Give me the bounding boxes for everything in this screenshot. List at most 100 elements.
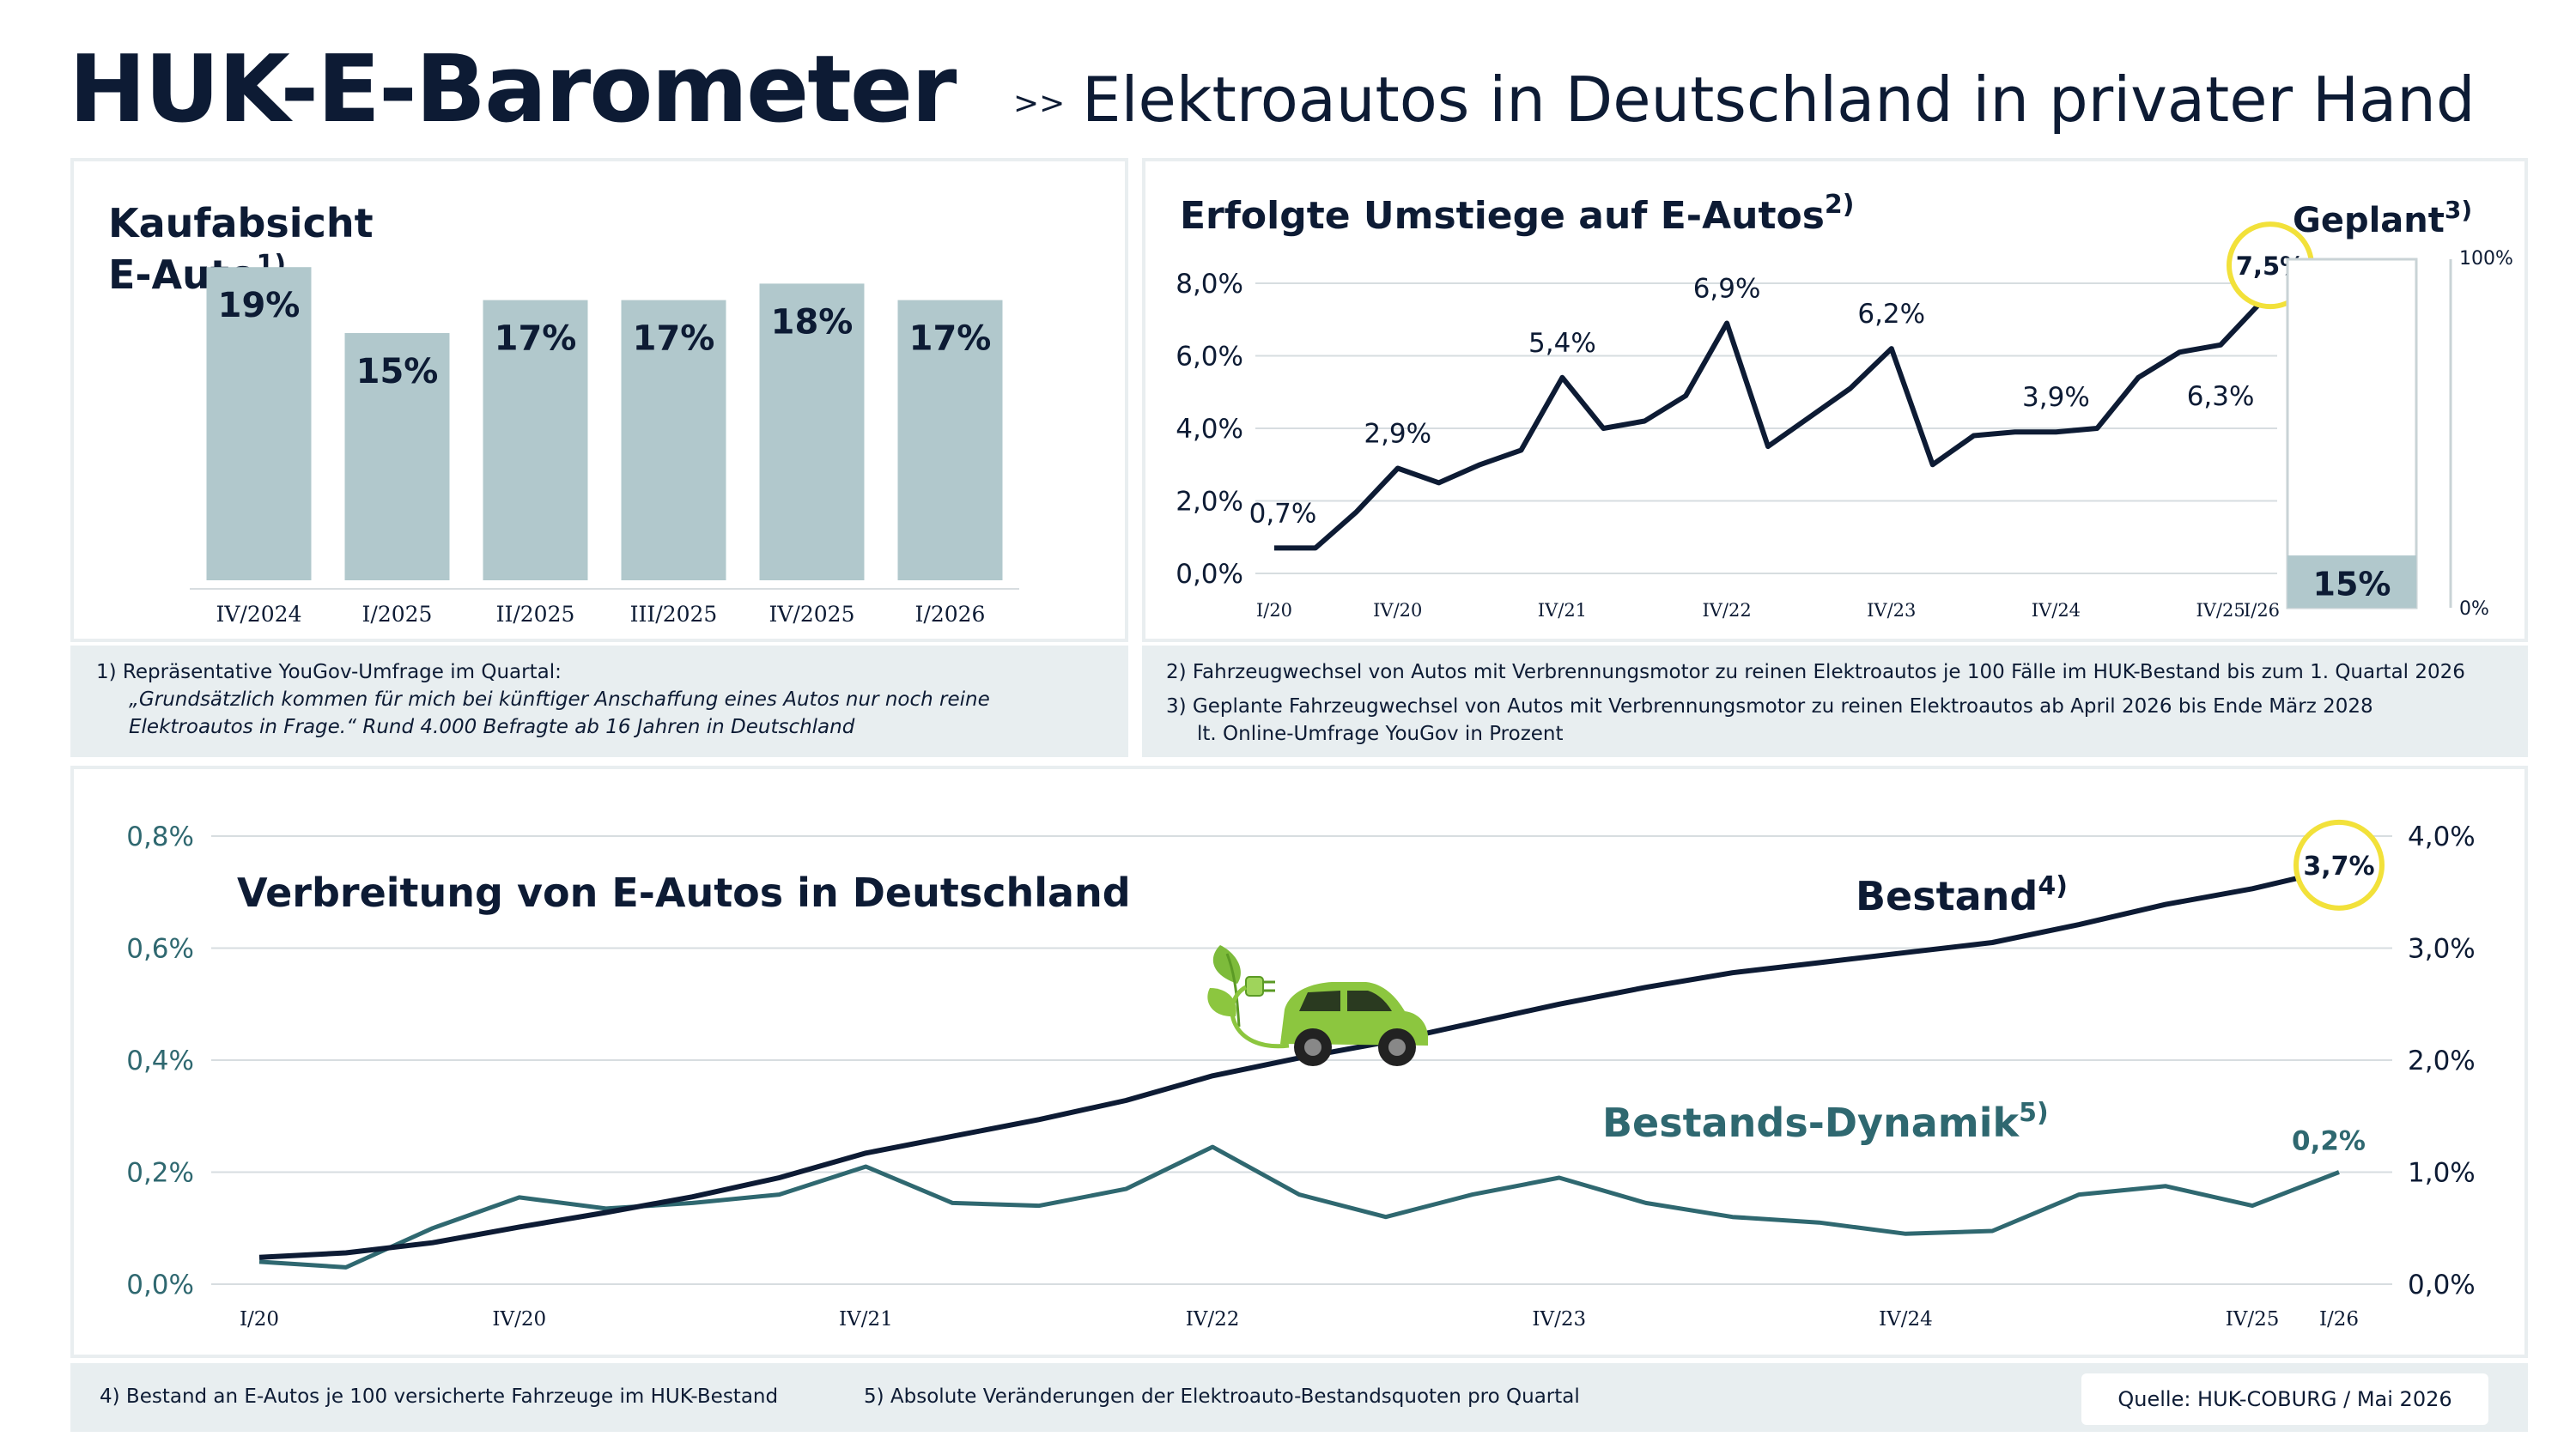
verbreitung-end-labels: 3,7% 0,2% <box>2292 819 2385 1157</box>
umstiege-y-tick: 4,0% <box>1176 414 1243 445</box>
kaufabsicht-bar-label: 17% <box>495 319 577 359</box>
verbreitung-grid <box>211 835 2392 1285</box>
umstiege-panel: Erfolgte Umstiege auf E-Autos2) 0,0% 2,0%… <box>1142 158 2528 642</box>
umstiege-chart: Erfolgte Umstiege auf E-Autos2) 0,0% 2,0%… <box>1176 190 2513 621</box>
umstiege-y-tick: 2,0% <box>1176 487 1243 518</box>
kaufabsicht-bar <box>759 283 865 580</box>
verbreitung-right-tick: 2,0% <box>2408 1046 2476 1076</box>
verbreitung-x-tick: IV/25 <box>2226 1308 2280 1331</box>
umstiege-data-label: 0,7% <box>1249 498 1317 529</box>
footnote-umstiege: 2) Fahrzeugwechsel von Autos mit Verbren… <box>1142 646 2528 757</box>
kaufabsicht-bar <box>897 300 1003 580</box>
kaufabsicht-bars: 19% IV/2024 15% I/2025 17% II/2025 17% III/2025… <box>190 267 1019 627</box>
kaufabsicht-category-label: I/2026 <box>915 602 986 627</box>
kaufabsicht-bar <box>344 333 450 580</box>
verbreitung-x-tick: IV/20 <box>492 1308 546 1331</box>
geplant-y-tick-top: 100% <box>2459 248 2513 270</box>
plug-cable-icon <box>1230 976 1290 1049</box>
verbreitung-chart: 0,0% 0,2% 0,4% 0,6% 0,8% 0,0% 1,0% 2,0% 3,0% 4,0… <box>126 819 2476 1331</box>
verbreitung-x-axis: I/20 IV/20 IV/21 IV/22 IV/23 IV/24 IV/25 I/26 <box>240 1308 2359 1331</box>
electric-car-icon <box>1207 945 1428 1066</box>
umstiege-x-tick: IV/22 <box>1702 600 1751 621</box>
title-separator: >> <box>1013 86 1066 121</box>
umstiege-y-axis: 0,0% 2,0% 4,0% 6,0% 8,0% <box>1176 269 1243 590</box>
verbreitung-right-tick: 4,0% <box>2408 821 2476 852</box>
verbreitung-x-tick: IV/24 <box>1879 1308 1933 1331</box>
dynamik-end-label: 0,2% <box>2292 1126 2366 1157</box>
umstiege-x-tick: IV/21 <box>1538 600 1587 621</box>
umstiege-data-label: 3,9% <box>2022 382 2090 413</box>
kaufabsicht-chart: Kaufabsicht E-Auto1) 19%IV/202415%I/2025… <box>108 200 1019 627</box>
verbreitung-right-tick: 3,0% <box>2408 934 2476 965</box>
kaufabsicht-bar-label: 15% <box>356 352 439 391</box>
umstiege-data-labels: 0,7%2,9%5,4%6,9%6,2%3,9% 6,3%7,5% <box>1249 221 2314 529</box>
footnote-3-line-2: lt. Online-Umfrage YouGov in Prozent <box>1197 723 1564 745</box>
geplant-chart: 15% 100% 0% <box>2286 248 2513 620</box>
umstiege-x-tick: I/20 <box>1256 600 1292 621</box>
umstiege-x-tick: IV/23 <box>1867 600 1916 621</box>
verbreitung-x-tick: IV/23 <box>1532 1308 1586 1331</box>
kaufabsicht-category-label: IV/2025 <box>769 602 855 627</box>
kaufabsicht-panel: Kaufabsicht E-Auto1) 19% IV/2024 15% I/2025… <box>70 158 1128 642</box>
bestand-highlight-circle <box>2293 819 2385 911</box>
verbreitung-left-axis: 0,0% 0,2% 0,4% 0,6% 0,8% <box>126 821 194 1300</box>
geplant-title: Geplant3) <box>2293 196 2472 240</box>
kaufabsicht-bar-label: 19% <box>218 286 301 325</box>
umstiege-data-label: 6,9% <box>1693 273 1761 304</box>
kaufabsicht-category-label: IV/2024 <box>216 602 302 627</box>
footnote-1-line-2: „Grundsätzlich kommen für mich bei künft… <box>129 688 990 711</box>
footnote-4: 4) Bestand an E-Autos je 100 versicherte… <box>100 1385 779 1408</box>
bestand-line <box>258 865 2340 1260</box>
source-box: Quelle: HUK-COBURG / Mai 2026 <box>2081 1373 2488 1425</box>
verbreitung-x-tick: I/26 <box>2319 1308 2359 1331</box>
umstiege-x-tick: I/26 <box>2244 600 2280 621</box>
umstiege-series-line <box>1274 300 2264 551</box>
header: HUK-E-Barometer >> Elektroautos in Deuts… <box>69 34 2524 155</box>
umstiege-data-label: 6,2% <box>1857 299 1925 330</box>
verbreitung-left-tick: 0,8% <box>126 821 194 852</box>
kaufabsicht-bar-label: 17% <box>633 319 715 359</box>
umstiege-data-label: 2,9% <box>1364 418 1431 449</box>
verbreitung-x-tick: IV/21 <box>839 1308 893 1331</box>
umstiege-x-axis: I/20 IV/20 IV/21 IV/22 IV/23 IV/24 IV/25I/26 <box>1256 600 2280 621</box>
kaufabsicht-category-label: III/2025 <box>630 602 718 627</box>
umstiege-data-label: 5,4% <box>1528 328 1596 359</box>
footnote-1-line-3: Elektroautos in Frage.“ Rund 4.000 Befra… <box>129 716 855 738</box>
verbreitung-right-tick: 0,0% <box>2408 1270 2476 1300</box>
verbreitung-left-tick: 0,6% <box>126 934 194 965</box>
footnote-3-line-1: 3) Geplante Fahrzeugwechsel von Autos mi… <box>1166 695 2373 718</box>
umstiege-y-tick: 8,0% <box>1176 269 1243 300</box>
bestands-dynamik-line <box>258 1144 2340 1270</box>
kaufabsicht-bar <box>483 300 588 580</box>
source-text: Quelle: HUK-COBURG / Mai 2026 <box>2117 1387 2452 1411</box>
footnote-2: 2) Fahrzeugwechsel von Autos mit Verbren… <box>1166 661 2465 683</box>
umstiege-y-tick: 0,0% <box>1176 559 1243 590</box>
kaufabsicht-title: Kaufabsicht <box>108 200 374 246</box>
kaufabsicht-bar-label: 18% <box>771 302 854 342</box>
verbreitung-x-tick: IV/22 <box>1186 1308 1240 1331</box>
verbreitung-title: Verbreitung von E-Autos in Deutschland <box>237 870 1131 916</box>
bestand-series-label: Bestand4) <box>1856 871 2068 919</box>
verbreitung-right-axis: 0,0% 1,0% 2,0% 3,0% 4,0% <box>2408 821 2476 1300</box>
umstiege-grid <box>1255 282 2277 574</box>
umstiege-x-tick: IV/24 <box>2032 600 2081 621</box>
leaf-icon <box>1207 945 1241 1028</box>
geplant-bar <box>2287 555 2416 608</box>
verbreitung-left-tick: 0,4% <box>126 1046 194 1076</box>
brand-title: HUK-E-Barometer <box>69 36 957 143</box>
verbreitung-x-tick: I/20 <box>240 1308 279 1331</box>
footnote-5: 5) Absolute Veränderungen der Elektroaut… <box>864 1385 1580 1408</box>
umstiege-x-tick: IV/20 <box>1373 600 1422 621</box>
kaufabsicht-category-label: II/2025 <box>496 602 575 627</box>
footnote-1-line-1: 1) Repräsentative YouGov-Umfrage im Quar… <box>96 661 562 683</box>
verbreitung-left-tick: 0,0% <box>126 1270 194 1300</box>
kaufabsicht-bar-label: 17% <box>909 319 992 359</box>
verbreitung-right-tick: 1,0% <box>2408 1158 2476 1189</box>
kaufabsicht-bar <box>206 267 312 580</box>
kaufabsicht-category-label: I/2025 <box>362 602 433 627</box>
footnote-kaufabsicht: 1) Repräsentative YouGov-Umfrage im Quar… <box>70 646 1128 757</box>
umstiege-title: Erfolgte Umstiege auf E-Autos2) <box>1180 190 1855 238</box>
umstiege-y-tick: 6,0% <box>1176 342 1243 373</box>
page-subtitle: Elektroautos in Deutschland in privater … <box>1082 64 2476 136</box>
bestand-end-label: 3,7% <box>2303 852 2374 882</box>
